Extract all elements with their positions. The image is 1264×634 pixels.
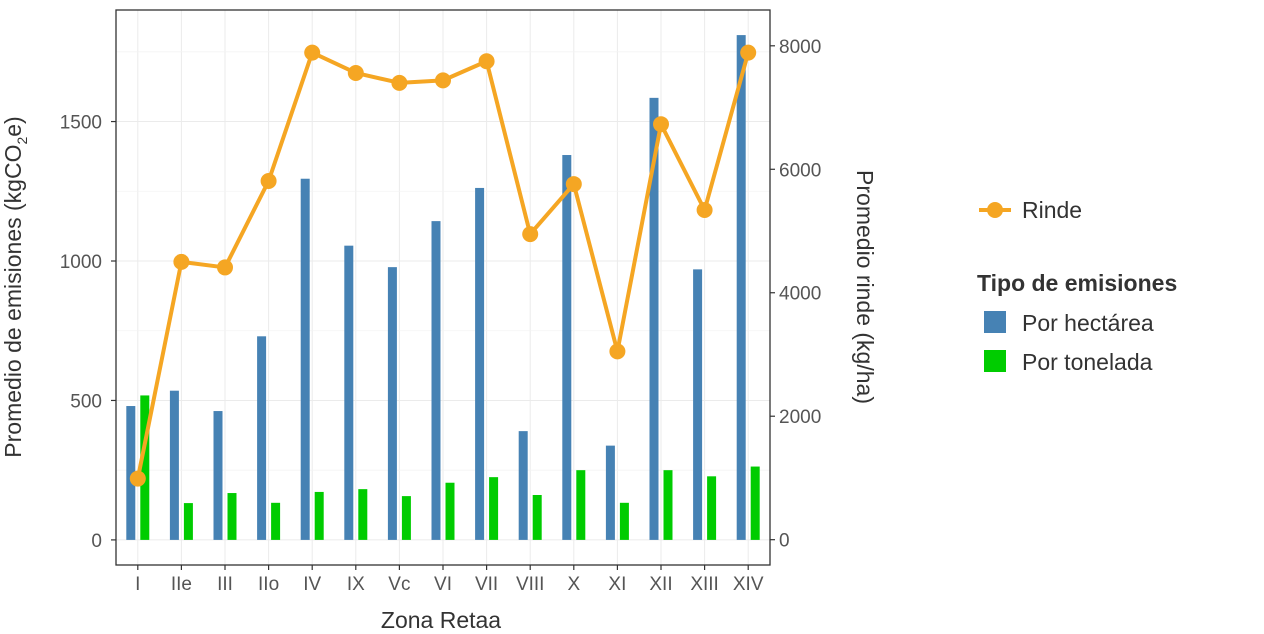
- point-rinde-iii: [217, 259, 233, 276]
- legend-swatch-por-tonelada: [984, 350, 1006, 372]
- bar-por-tonelada-vii: [489, 477, 499, 540]
- x-tick-label: IV: [303, 574, 321, 595]
- y2-tick-label: 4000: [779, 284, 821, 305]
- y-tick-label: 500: [70, 391, 102, 412]
- grid-lines: [116, 10, 770, 565]
- x-tick-label: XII: [649, 574, 672, 595]
- y-axis-title-end: e): [0, 116, 26, 136]
- bar-por-hectarea-vi: [431, 221, 441, 540]
- right-axis: 0 2000 4000 6000 8000: [770, 37, 821, 552]
- legend-title: Tipo de emisiones: [977, 270, 1177, 296]
- legend-swatch-por-hectarea: [984, 311, 1006, 333]
- y2-tick-label: 2000: [779, 407, 821, 428]
- bar-por-hectarea-xiii: [693, 269, 703, 540]
- point-rinde-iv: [304, 44, 321, 61]
- point-rinde-xii: [653, 116, 669, 133]
- bar-por-hectarea-vc: [387, 267, 397, 540]
- bar-por-tonelada-vc: [401, 496, 411, 540]
- x-tick-label: Vc: [388, 574, 410, 595]
- legend: Rinde Tipo de emisiones Por hectárea Por…: [977, 197, 1177, 375]
- x-tick-label: VIII: [516, 574, 545, 595]
- bar-por-tonelada-iv: [314, 491, 324, 540]
- point-rinde-i: [129, 470, 146, 487]
- bar-por-tonelada-ix: [358, 489, 368, 540]
- bar-por-tonelada-xiv: [750, 466, 760, 540]
- x-tick-label: IX: [347, 574, 365, 595]
- x-tick-label: XI: [608, 574, 626, 595]
- bar-por-hectarea-iio: [257, 336, 267, 540]
- x-axis-title: Zona Retaa: [381, 607, 501, 633]
- bar-por-hectarea-x: [562, 155, 572, 540]
- point-rinde-xi: [609, 343, 626, 360]
- point-rinde-iio: [260, 173, 277, 190]
- bar-por-tonelada-xii: [663, 470, 673, 540]
- y-tick-label: 1500: [60, 113, 102, 134]
- bar-por-tonelada-x: [576, 470, 586, 540]
- bar-por-hectarea-vii: [475, 187, 485, 540]
- bar-por-tonelada-xiii: [707, 476, 717, 540]
- x-tick-label: IIo: [258, 574, 279, 595]
- legend-label-por-hectarea: Por hectárea: [1022, 310, 1154, 336]
- y-tick-label: 1000: [60, 252, 102, 273]
- bar-por-hectarea-iie: [169, 390, 179, 540]
- point-rinde-vi: [435, 72, 451, 89]
- bar-por-hectarea-i: [126, 406, 136, 540]
- left-axis: 0 500 1000 1500: [60, 113, 116, 552]
- bar-por-hectarea-iv: [300, 178, 310, 540]
- point-rinde-ix: [347, 64, 364, 81]
- point-rinde-viii: [522, 226, 539, 243]
- legend-rinde-label: Rinde: [1022, 197, 1082, 223]
- y-axis-title-main: Promedio de emisiones (kgCO: [0, 145, 26, 458]
- x-tick-label: III: [217, 574, 233, 595]
- x-tick-label: VII: [475, 574, 498, 595]
- y2-axis-title: Promedio rinde (kg/ha): [852, 170, 878, 404]
- bars: [126, 35, 760, 540]
- bar-por-hectarea-xiv: [736, 35, 746, 540]
- x-tick-label: XIII: [690, 574, 719, 595]
- point-rinde-xiv: [740, 44, 757, 61]
- y2-tick-label: 8000: [779, 37, 821, 58]
- bar-por-tonelada-xi: [619, 502, 629, 540]
- point-rinde-iie: [173, 253, 190, 270]
- bar-por-tonelada-viii: [532, 494, 542, 540]
- y-axis-title: Promedio de emisiones (kgCO2e): [0, 116, 30, 457]
- point-rinde-vc: [391, 74, 408, 91]
- x-axis: I IIe III IIo IV IX Vc VI VII VIII X XI XII XIII XIV: [135, 565, 764, 595]
- bar-por-hectarea-viii: [518, 431, 528, 540]
- bar-por-tonelada-i: [140, 395, 150, 540]
- bar-por-tonelada-vi: [445, 482, 455, 540]
- bar-por-hectarea-xii: [649, 97, 659, 540]
- x-tick-label: X: [567, 574, 580, 595]
- x-tick-label: IIe: [171, 574, 192, 595]
- y-tick-label: 0: [91, 531, 102, 552]
- y-axis-title-subscript: 2: [14, 137, 30, 145]
- x-tick-label: I: [135, 574, 140, 595]
- y2-tick-label: 0: [779, 531, 790, 552]
- bar-por-hectarea-ix: [344, 245, 354, 540]
- x-tick-label: VI: [434, 574, 452, 595]
- bar-por-tonelada-iii: [227, 493, 237, 540]
- bar-por-tonelada-iie: [183, 503, 193, 540]
- legend-rinde-marker: [987, 202, 1003, 218]
- point-rinde-x: [565, 176, 582, 193]
- bar-por-hectarea-xi: [605, 445, 615, 540]
- bar-por-hectarea-iii: [213, 411, 223, 540]
- legend-label-por-tonelada: Por tonelada: [1022, 349, 1153, 375]
- point-rinde-xiii: [696, 202, 713, 219]
- bar-por-tonelada-iio: [271, 502, 281, 540]
- y2-tick-label: 6000: [779, 160, 821, 181]
- point-rinde-vii: [478, 53, 495, 70]
- x-tick-label: XIV: [733, 574, 764, 595]
- rinde-line-group: [129, 44, 757, 487]
